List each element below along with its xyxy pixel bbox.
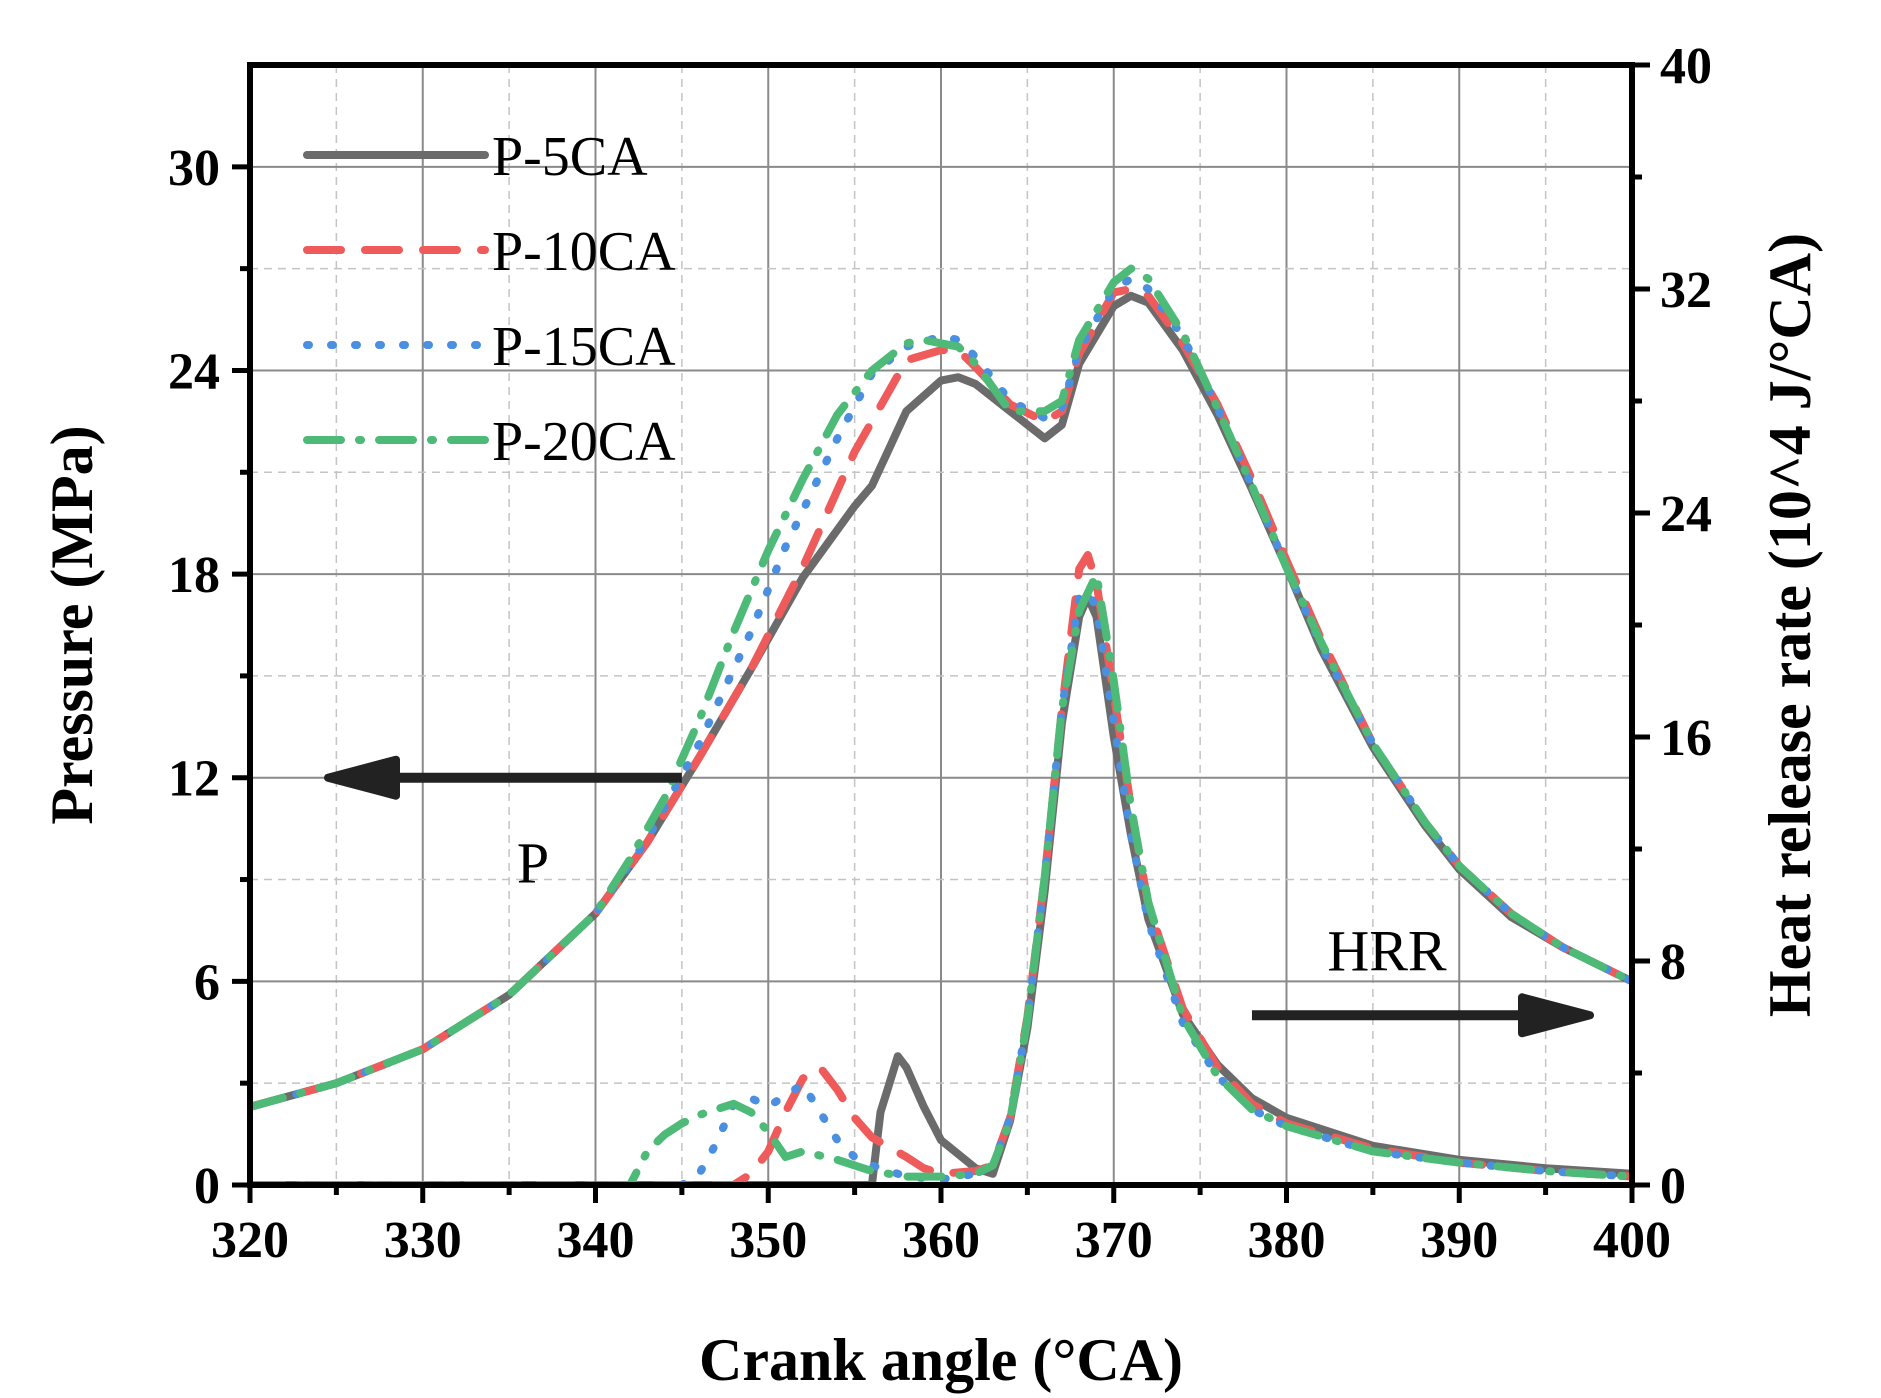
x-tick-label: 350 [729,1212,807,1269]
x-tick-label: 340 [557,1212,635,1269]
right-y-tick-label: 24 [1660,486,1712,543]
right-y-tick-label: 0 [1660,1158,1686,1215]
right-y-tick-label: 32 [1660,262,1712,319]
x-tick-label: 380 [1248,1212,1326,1269]
x-tick-label: 390 [1420,1212,1498,1269]
legend: P-5CA P-10CA P-15CA P-20CA [303,126,676,473]
left-y-tick-label: 24 [168,343,220,400]
grid [250,65,1632,1185]
series-layer [250,264,1632,1185]
legend-label: P-20CA [492,411,676,473]
right-axis-title: Heat release rate (10^4 J/°CA) [1757,233,1823,1017]
p-arrow-head [324,755,400,800]
x-tick-label: 400 [1593,1212,1671,1269]
right-y-tick-label: 40 [1660,38,1712,95]
left-y-tick-label: 12 [168,751,220,808]
tick-labels: 320 330 340 350 360 370 380 390 4000612182430081… [168,38,1712,1269]
x-tick-label: 320 [211,1212,289,1269]
x-tick-label: 370 [1075,1212,1153,1269]
legend-label: P-5CA [492,126,648,188]
x-tick-label: 360 [902,1212,980,1269]
left-y-tick-label: 6 [194,954,220,1011]
left-y-tick-label: 0 [194,1158,220,1215]
p-annotation-label: P [517,831,549,896]
ticks [232,62,1650,1203]
left-y-tick-label: 18 [168,547,220,604]
annotations: P HRR [324,755,1594,1038]
right-y-tick-label: 16 [1660,710,1712,767]
hrr-annotation-label: HRR [1327,918,1447,983]
x-tick-label: 330 [384,1212,462,1269]
legend-label: P-15CA [492,316,676,378]
hrr-arrow-head [1518,993,1594,1038]
x-axis-title: Crank angle (°CA) [699,1327,1183,1393]
hrr-line-p-20ca [250,570,1632,1185]
legend-label: P-10CA [492,221,676,283]
right-y-tick-label: 8 [1660,934,1686,991]
left-axis-title: Pressure (MPa) [39,425,105,824]
left-y-tick-label: 30 [168,140,220,197]
pressure-line-p-15ca [250,274,1632,1111]
pressure-line-p-20ca [250,264,1632,1111]
